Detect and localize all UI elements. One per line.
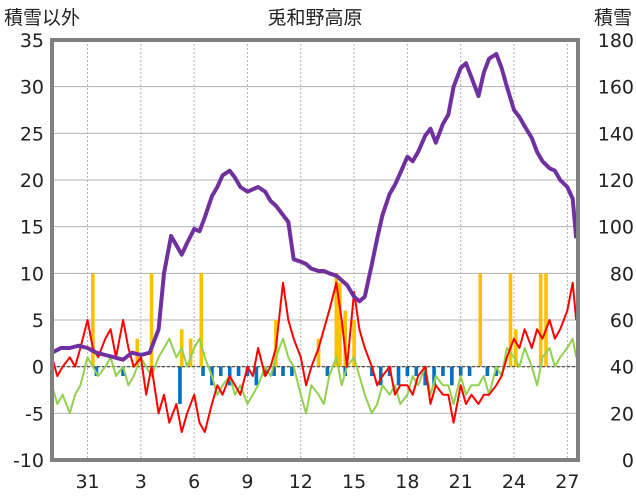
left-tick-label: 5 <box>32 310 44 332</box>
snow-change-bar <box>370 366 374 376</box>
snow-change-bar <box>485 366 490 376</box>
axis-ticks: -10 -5 0 5 10 15 20 25 30 35 0 20 40 60 80 100 120 140 160… <box>13 30 634 493</box>
precip-bar <box>316 338 321 367</box>
snow-depth-line <box>51 52 579 362</box>
x-tick-label: 27 <box>555 471 579 493</box>
right-tick-label: 60 <box>610 310 634 332</box>
line-series <box>51 52 579 433</box>
precip-bar <box>544 273 548 367</box>
precip-bar <box>338 282 342 367</box>
snow-change-bar <box>458 366 463 376</box>
snow-change-bar <box>219 366 223 376</box>
snow-change-bar <box>494 366 499 376</box>
left-tick-label: 15 <box>20 217 44 239</box>
left-tick-label: 30 <box>20 77 44 99</box>
snow-change-bar <box>414 366 419 376</box>
precip-bar <box>149 273 154 367</box>
chart-title: 兎和野高原 <box>267 7 362 29</box>
left-tick-label: -5 <box>25 403 44 425</box>
left-axis-label: 積雪以外 <box>4 7 80 29</box>
snow-change-bar <box>245 366 250 376</box>
precip-bar <box>91 273 95 367</box>
right-tick-label: 120 <box>598 170 634 192</box>
snow-change-bar <box>263 366 268 376</box>
right-tick-label: 40 <box>610 357 634 379</box>
snow-change-bar <box>201 366 205 376</box>
right-tick-label: 180 <box>598 30 634 52</box>
snow-change-bar <box>290 366 294 376</box>
x-tick-label: 21 <box>449 471 473 493</box>
snow-change-bar <box>441 366 445 376</box>
precip-bar <box>334 273 339 367</box>
snow-change-bar <box>396 366 401 386</box>
precip-bar <box>508 273 513 367</box>
right-tick-label: 0 <box>622 450 634 472</box>
precip-bar <box>343 310 348 367</box>
left-tick-label: 0 <box>32 357 44 379</box>
snow-change-bar <box>236 366 241 376</box>
snow-change-bar <box>272 366 276 376</box>
right-tick-label: 140 <box>598 123 634 145</box>
x-tick-label: 24 <box>502 471 526 493</box>
left-tick-label: 20 <box>20 170 44 192</box>
x-tick-label: 12 <box>289 471 313 493</box>
snow-change-bar <box>178 366 182 404</box>
snow-change-bar <box>423 366 427 386</box>
right-tick-label: 160 <box>598 77 634 99</box>
right-tick-label: 100 <box>598 217 634 239</box>
snow-change-bar <box>450 366 454 386</box>
x-tick-label: 31 <box>75 471 99 493</box>
right-tick-label: 80 <box>610 263 634 285</box>
x-tick-label: 18 <box>395 471 419 493</box>
snow-change-bar <box>254 366 259 386</box>
grid-lines <box>52 40 578 460</box>
snow-change-bar <box>325 366 330 376</box>
snow-change-bar <box>378 366 383 386</box>
left-tick-label: -10 <box>13 450 44 472</box>
left-tick-label: 35 <box>20 30 44 52</box>
precip-bar <box>538 273 543 367</box>
precip-bar <box>188 338 193 367</box>
precip-bar <box>514 329 518 367</box>
snow-change-bar <box>467 366 472 376</box>
x-tick-label: 3 <box>135 471 147 493</box>
x-tick-label: 6 <box>188 471 200 493</box>
snow-change-bar <box>432 366 436 386</box>
snow-change-bar <box>281 366 285 376</box>
plot-frame <box>50 38 580 462</box>
precip-bar <box>478 273 483 367</box>
left-tick-label: 10 <box>20 263 44 285</box>
precip-bar <box>199 273 204 367</box>
left-tick-label: 25 <box>20 123 44 145</box>
x-tick-label: 15 <box>342 471 366 493</box>
temp-max-line <box>51 281 578 433</box>
snow-change-bar <box>405 366 410 376</box>
snow-change-bar <box>121 366 125 376</box>
right-axis-label: 積雪 <box>594 7 632 29</box>
x-tick-label: 9 <box>241 471 253 493</box>
right-tick-label: 20 <box>610 403 634 425</box>
precip-bar <box>352 320 356 367</box>
